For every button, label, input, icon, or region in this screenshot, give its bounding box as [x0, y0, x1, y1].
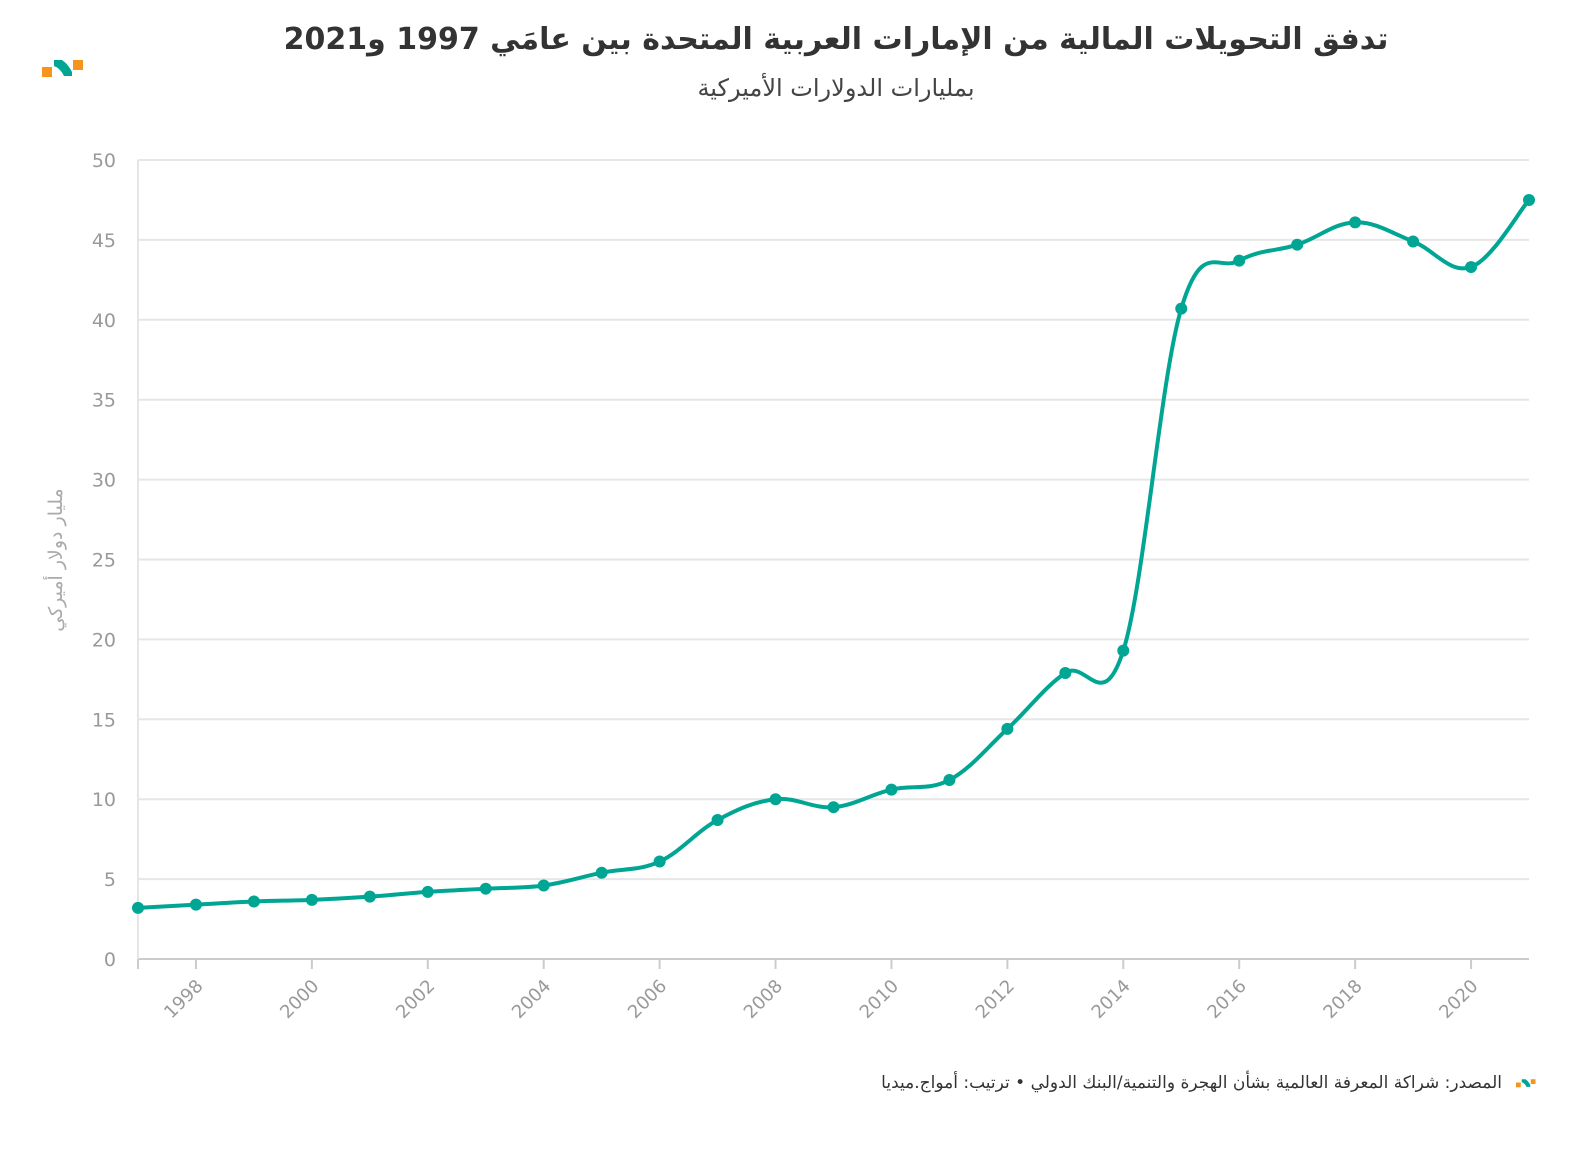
y-tick-label: 0 — [104, 949, 116, 971]
data-point — [1523, 193, 1535, 206]
x-tick-label: 2004 — [508, 976, 555, 1023]
data-point — [421, 885, 434, 898]
data-point — [305, 893, 318, 906]
data-point — [711, 813, 724, 826]
x-tick-label: 2020 — [1435, 976, 1482, 1023]
y-tick-label: 5 — [104, 869, 116, 891]
x-tick-label: 2010 — [856, 976, 903, 1023]
y-tick-label: 10 — [92, 789, 116, 811]
x-tick-label: 2006 — [624, 976, 671, 1023]
data-point — [1233, 254, 1246, 267]
data-point — [1407, 235, 1420, 248]
data-point — [769, 793, 782, 806]
y-tick-label: 25 — [92, 550, 116, 572]
data-point — [1291, 238, 1304, 251]
y-tick-label: 20 — [92, 629, 116, 651]
x-tick-label: 2000 — [276, 976, 323, 1023]
data-point — [653, 855, 666, 868]
y-tick-label: 45 — [92, 230, 116, 252]
data-point — [1175, 302, 1188, 315]
y-tick-label: 40 — [92, 310, 116, 332]
x-tick-label: 1998 — [160, 976, 207, 1023]
x-tick-label: 2002 — [392, 976, 439, 1023]
x-tick-label: 2014 — [1088, 976, 1135, 1023]
data-point — [247, 895, 260, 908]
data-point — [827, 801, 840, 814]
y-axis-label: مليار دولار أميركي — [43, 488, 67, 631]
data-point — [1465, 261, 1478, 274]
data-point — [1349, 216, 1362, 229]
footer-logo-icon — [1516, 1079, 1536, 1088]
y-tick-label: 50 — [92, 150, 116, 172]
logo-icon — [42, 60, 83, 77]
data-point — [363, 890, 376, 903]
x-tick-label: 2016 — [1204, 976, 1251, 1023]
y-tick-label: 35 — [92, 390, 116, 412]
data-point — [595, 866, 608, 879]
line-chart: 0 5 10 15 20 25 30 35 40 45 50 1998 2000 2002 2004 200… — [43, 150, 1535, 1023]
data-point — [1001, 722, 1014, 735]
data-point — [943, 774, 956, 787]
data-point — [189, 898, 202, 911]
source-note: المصدر: شراكة المعرفة العالمية بشأن الهج… — [881, 1073, 1502, 1093]
y-tick-label: 30 — [92, 470, 116, 492]
x-tick-label: 2018 — [1319, 976, 1366, 1023]
y-tick-label: 15 — [92, 709, 116, 731]
x-tick-label: 2012 — [972, 976, 1019, 1023]
data-point — [479, 882, 492, 895]
chart-title: تدفق التحويلات المالية من الإمارات العرب… — [283, 22, 1389, 57]
data-point — [537, 879, 550, 892]
data-point — [132, 901, 144, 914]
data-point — [1059, 666, 1072, 679]
chart-subtitle: بمليارات الدولارات الأميركية — [697, 74, 975, 102]
data-point — [1117, 644, 1130, 657]
x-tick-label: 2008 — [740, 976, 787, 1023]
data-point — [885, 783, 898, 796]
